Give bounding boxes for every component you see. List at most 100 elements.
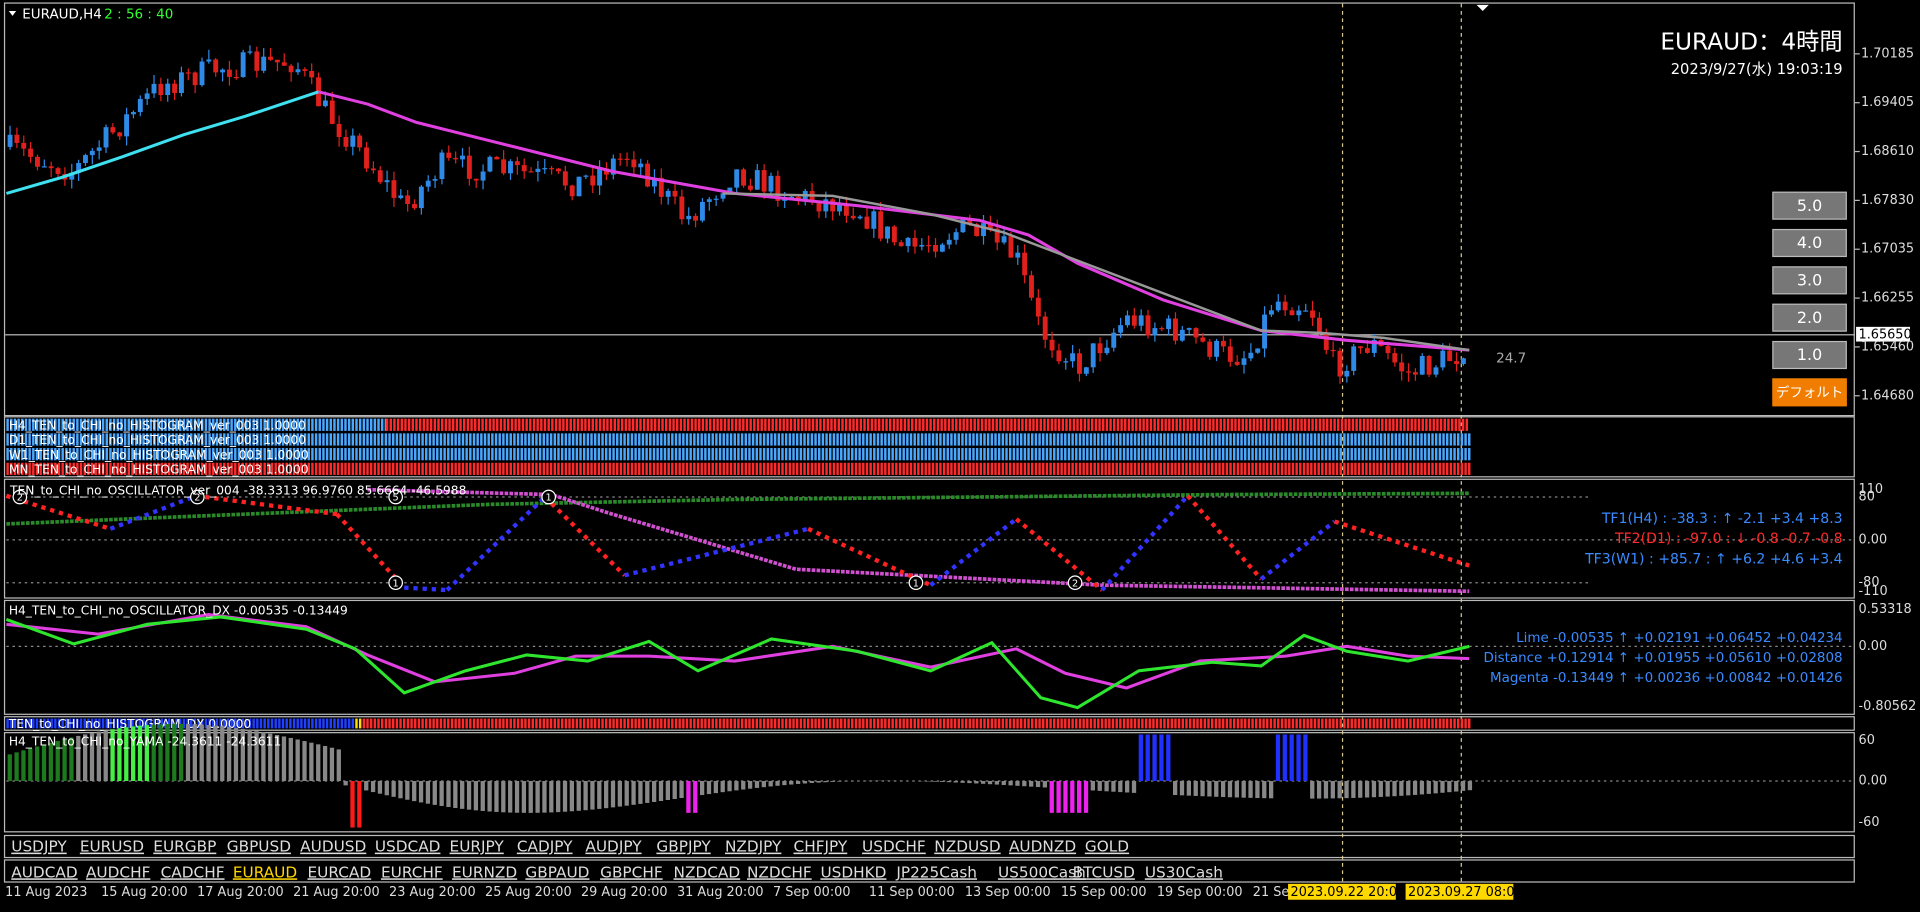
hist-bar	[817, 718, 821, 729]
hist-bar	[689, 462, 692, 475]
hist-bar	[1292, 418, 1296, 431]
hist-bar	[814, 718, 817, 729]
hist-bar	[1071, 433, 1074, 446]
hist-bar	[795, 718, 799, 729]
hist-bar	[395, 448, 399, 461]
hist-bar	[182, 448, 186, 461]
button[interactable]	[1772, 303, 1847, 332]
yama-bar	[1234, 781, 1239, 798]
hist-bar	[98, 433, 101, 446]
symbol-tab[interactable]: GBPAUD	[525, 863, 589, 881]
hist-bar	[656, 462, 659, 475]
button[interactable]	[1772, 340, 1847, 370]
yama-bar	[295, 739, 300, 782]
hist-bar	[153, 418, 156, 431]
osc-axis: -80	[1859, 575, 1880, 590]
symbol-tab[interactable]: GBPJPY	[656, 838, 711, 856]
button-label[interactable]: 3.0	[1797, 270, 1822, 289]
symbol-tab[interactable]: NZDCHF	[747, 863, 812, 881]
hist-bar	[1322, 418, 1325, 431]
hist-bar	[399, 462, 402, 475]
symbol-tab[interactable]: US30Cash	[1145, 863, 1223, 881]
symbol-tab[interactable]: AUDUSD	[300, 838, 366, 856]
symbol-tab[interactable]: EURGBP	[153, 838, 216, 856]
symbol-tab[interactable]: GBPCHF	[600, 863, 663, 881]
symbol-tab[interactable]: BTCUSD	[1073, 863, 1135, 881]
symbol-tab[interactable]: USDCHF	[862, 838, 926, 856]
yama-bar	[699, 781, 705, 796]
hist-bar	[1394, 462, 1398, 475]
hist-bar	[1357, 433, 1361, 446]
hist-bar	[120, 448, 123, 461]
button[interactable]	[1772, 378, 1847, 407]
hist-bar	[259, 433, 263, 446]
hist-bar	[201, 433, 204, 446]
symbol-tab[interactable]: USDHKD	[820, 863, 886, 881]
symbol-tab[interactable]: USDCAD	[375, 838, 441, 856]
hist-bar	[1255, 462, 1258, 475]
hist-bar	[46, 433, 50, 446]
yama-bar	[357, 781, 362, 828]
symbol-tab[interactable]: EURJPY	[450, 838, 505, 856]
symbol-tab[interactable]: NZDUSD	[934, 838, 1000, 856]
symbol-tab[interactable]: GBPUSD	[227, 838, 291, 856]
yama-bar	[1186, 781, 1191, 796]
symbol-tab[interactable]: GOLD	[1085, 838, 1129, 856]
yama-bar	[583, 781, 588, 811]
button-label[interactable]: デフォルト	[1776, 384, 1843, 401]
symbol-tab[interactable]: CHFJPY	[794, 838, 848, 856]
hist-bar	[311, 418, 314, 431]
button[interactable]	[1772, 266, 1847, 295]
hist-bar	[652, 448, 656, 461]
symbol-tab[interactable]: EURCHF	[381, 863, 443, 881]
hist-bar	[263, 418, 266, 431]
hist-bar	[164, 718, 167, 729]
symbol-tab[interactable]: EURNZD	[452, 863, 517, 881]
hist-bar	[1274, 418, 1278, 431]
yama-bar	[933, 781, 938, 782]
button-label[interactable]: 1.0	[1797, 345, 1822, 364]
hist-bar	[289, 433, 292, 446]
yama-bar	[1008, 781, 1013, 786]
hist-bar	[674, 718, 678, 729]
hist-bar	[318, 718, 321, 729]
symbol-tab[interactable]: AUDCAD	[11, 863, 77, 881]
button[interactable]	[1772, 191, 1847, 220]
hist-bar	[1390, 718, 1394, 729]
symbol-tab[interactable]: USDJPY	[11, 838, 67, 856]
hist-bar	[887, 433, 891, 446]
symbol-tab[interactable]: EURAUD	[233, 863, 297, 881]
hist-bar	[256, 462, 259, 475]
price-box	[1856, 326, 1910, 342]
symbol-tab[interactable]: US500Cash	[998, 863, 1086, 881]
hist-bar	[98, 718, 101, 729]
hist-bar	[68, 433, 72, 446]
symbol-tab[interactable]: AUDCHF	[86, 863, 150, 881]
hist-bar	[263, 718, 266, 729]
button-label[interactable]: 5.0	[1797, 196, 1822, 215]
symbol-tab[interactable]: EURUSD	[80, 838, 144, 856]
hist-bar	[406, 448, 410, 461]
symbol-tab[interactable]: AUDJPY	[585, 838, 642, 856]
osc-row: TF2(D1) : -97.0 : ↓ -0.8 -0.7 -0.8	[1614, 531, 1843, 547]
hist-bar	[476, 718, 479, 729]
symbol-tab[interactable]: EURCAD	[308, 863, 372, 881]
hist-bar	[514, 418, 517, 431]
hist-bar	[1053, 462, 1056, 475]
button[interactable]	[1772, 228, 1847, 258]
hist-bar	[1343, 462, 1346, 475]
symbol-tab[interactable]: NZDCAD	[674, 863, 741, 881]
hist-bar	[212, 718, 215, 729]
hist-bar	[612, 448, 615, 461]
button-label[interactable]: 4.0	[1797, 233, 1822, 252]
symbol-tab[interactable]: AUDNZD	[1009, 838, 1076, 856]
symbol-tab[interactable]: JP225Cash	[895, 863, 977, 881]
hist-bar	[641, 448, 645, 461]
hist-bar	[1229, 718, 1232, 729]
hist-bar	[1346, 448, 1350, 461]
symbol-tab[interactable]: CADJPY	[517, 838, 573, 856]
symbol-tab[interactable]: CADCHF	[161, 863, 225, 881]
button-label[interactable]: 2.0	[1797, 308, 1822, 327]
hist-bar	[984, 418, 987, 431]
symbol-tab[interactable]: NZDJPY	[725, 838, 782, 856]
